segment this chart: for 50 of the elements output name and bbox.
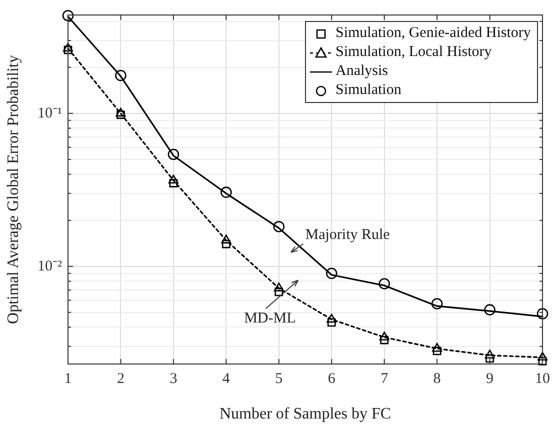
x-axis-title: Number of Samples by FC xyxy=(219,406,392,423)
x-tick-label: 9 xyxy=(486,370,494,387)
point xyxy=(221,234,232,244)
annotation: MD-ML xyxy=(244,310,296,327)
x-tick-label: 6 xyxy=(328,370,336,387)
y-axis-title: Optimal Average Global Error Probability xyxy=(4,55,22,324)
x-tick-label: 3 xyxy=(170,370,178,387)
annotation: Majority Rule xyxy=(305,226,390,243)
legend-label: Simulation, Local History xyxy=(336,43,492,62)
point xyxy=(378,278,390,290)
point xyxy=(484,350,495,358)
point xyxy=(538,352,548,361)
point xyxy=(115,70,126,82)
x-tick-label: 8 xyxy=(433,370,441,387)
point xyxy=(379,332,390,340)
point xyxy=(380,336,389,344)
point xyxy=(274,282,284,292)
y-tick-label: 10⁻¹ xyxy=(38,105,62,122)
x-tick-label: 2 xyxy=(116,370,124,387)
point xyxy=(222,240,230,248)
point xyxy=(327,318,336,327)
legend-label: Simulation xyxy=(336,81,402,100)
point xyxy=(432,342,442,352)
point xyxy=(326,268,338,280)
point xyxy=(431,298,443,310)
point xyxy=(486,354,494,363)
legend-label: Simulation, Genie-aided History xyxy=(336,24,531,43)
point xyxy=(64,46,72,54)
point xyxy=(63,42,73,52)
x-tick-label: 10 xyxy=(535,370,550,387)
point xyxy=(536,308,548,320)
x-tick-label: 7 xyxy=(380,370,389,387)
point xyxy=(116,108,126,117)
y-tick-label: 10⁻² xyxy=(38,258,62,274)
point xyxy=(274,288,284,296)
point xyxy=(538,356,547,366)
point xyxy=(220,186,232,198)
point xyxy=(168,148,180,160)
point xyxy=(116,110,125,119)
point xyxy=(62,10,74,22)
x-tick-label: 1 xyxy=(64,370,72,387)
point xyxy=(168,174,178,184)
x-tick-label: 5 xyxy=(275,370,283,387)
legend-label: Analysis xyxy=(336,62,388,81)
point xyxy=(169,178,178,188)
point xyxy=(326,314,337,323)
point xyxy=(432,346,442,356)
point xyxy=(484,304,496,316)
x-tick-label: 4 xyxy=(222,370,230,387)
point xyxy=(273,220,285,232)
